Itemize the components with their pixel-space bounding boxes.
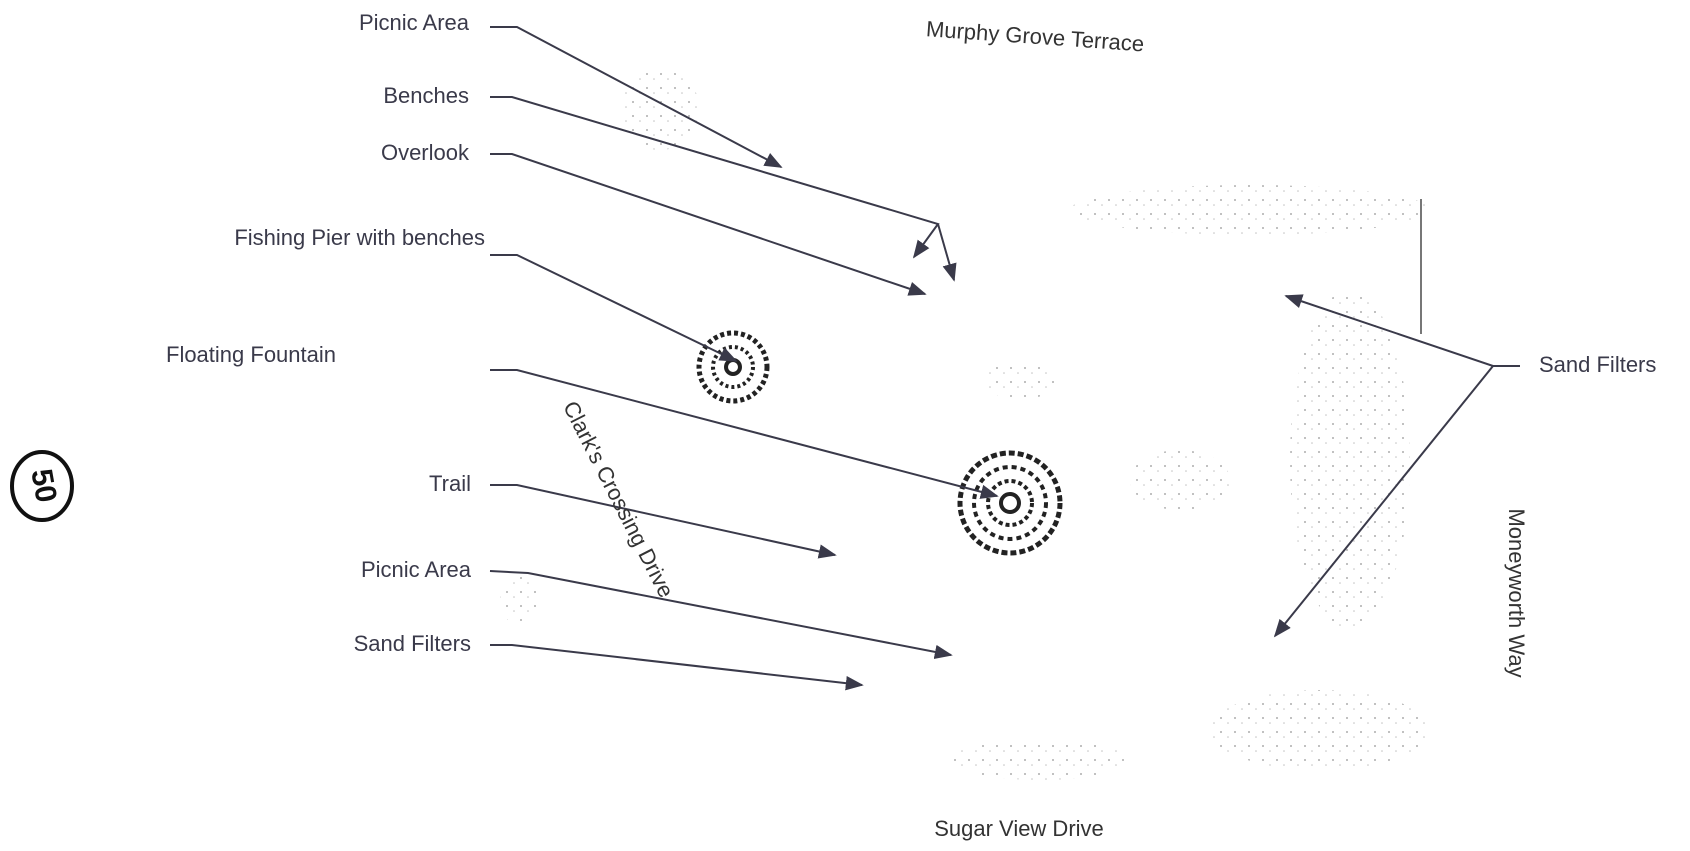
park-map: Picnic Area Benches Overlook Fishing Pie… [0, 0, 1690, 846]
label: Picnic Area [359, 10, 470, 35]
label: Overlook [381, 140, 470, 165]
floating-fountain-symbol [960, 453, 1060, 553]
fishing-pier-symbol [699, 333, 767, 401]
page-number-text: 50 [24, 466, 62, 505]
label: Picnic Area [361, 557, 472, 582]
label: Trail [429, 471, 471, 496]
street-name: Clark's Crossing Drive [558, 397, 679, 602]
label: Fishing Pier with benches [234, 225, 485, 250]
label: Sand Filters [1539, 352, 1656, 377]
street-name: Murphy Grove Terrace [925, 16, 1145, 56]
street-name: Moneyworth Way [1504, 508, 1529, 677]
label: Benches [383, 83, 469, 108]
speckle [500, 70, 1430, 780]
label: Sand Filters [354, 631, 471, 656]
page-number: 50 [12, 452, 72, 520]
label: Floating Fountain [166, 342, 336, 367]
street-name: Sugar View Drive [934, 816, 1104, 841]
